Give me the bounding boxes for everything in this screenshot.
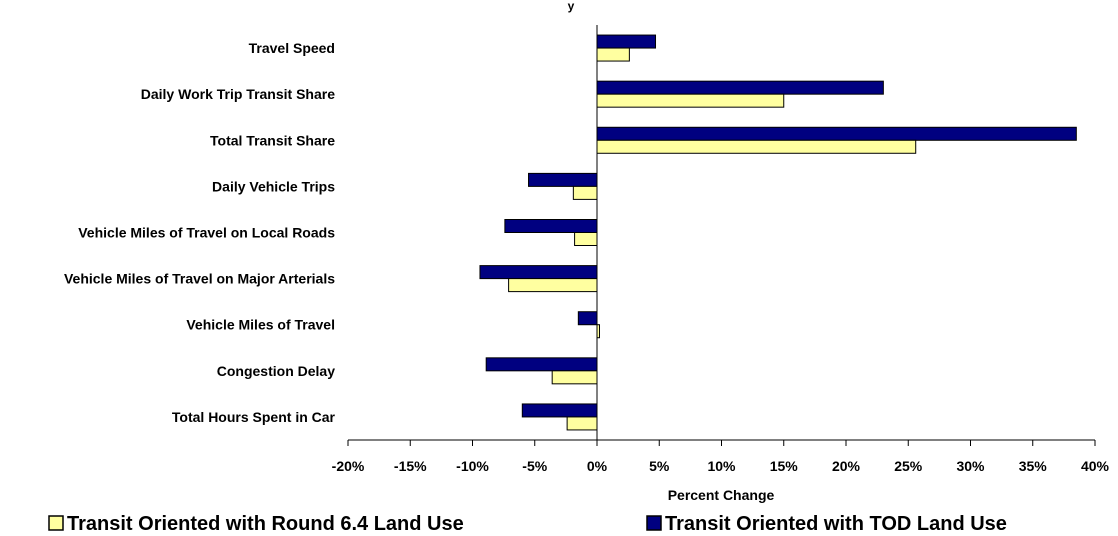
bar-tod-1 <box>596 80 884 95</box>
category-label: Vehicle Miles of Travel on Major Arteria… <box>64 271 335 287</box>
category-label: Vehicle Miles of Travel <box>186 317 335 333</box>
x-tick-label: 30% <box>956 458 985 474</box>
legend-label-tod: Transit Oriented with TOD Land Use <box>665 513 1007 535</box>
legend-swatch-tod <box>646 515 662 531</box>
category-label: Daily Work Trip Transit Share <box>141 86 335 102</box>
bar-tod-3 <box>528 172 598 187</box>
x-tick-label: 25% <box>894 458 923 474</box>
legend-swatch-round64 <box>48 515 64 531</box>
x-tick-label: -5% <box>522 458 547 474</box>
category-labels: Travel Speed Daily Work Trip Transit Shar… <box>64 40 336 425</box>
bar-round64-0 <box>596 47 630 62</box>
x-tick-label: 20% <box>832 458 861 474</box>
bar-tod-0 <box>596 34 657 49</box>
bar-round64-2 <box>596 139 917 154</box>
legend-item-tod: Transit Oriented with TOD Land Use <box>646 513 1007 535</box>
bar-tod-5 <box>479 265 598 280</box>
category-label: Daily Vehicle Trips <box>212 178 335 194</box>
x-tick-label: 15% <box>770 458 799 474</box>
legend-item-round64: Transit Oriented with Round 6.4 Land Use <box>48 513 464 535</box>
category-label: Vehicle Miles of Travel on Local Roads <box>78 225 335 241</box>
category-label: Total Transit Share <box>210 132 335 148</box>
plot-area <box>479 34 1077 431</box>
bar-round64-5 <box>508 278 598 293</box>
bar-round64-4 <box>574 232 598 246</box>
x-tick-label: -10% <box>456 458 489 474</box>
legend: Transit Oriented with Round 6.4 Land Use… <box>48 513 1007 535</box>
bar-round64-7 <box>551 370 598 385</box>
x-axis: -20% -15% -10% -5% 0% 5% 10% 15% 20% 25% 30% 35% 40% <box>332 25 1110 474</box>
bar-round64-3 <box>572 185 598 200</box>
category-label: Travel Speed <box>249 40 335 56</box>
x-tick-label: 5% <box>649 458 670 474</box>
legend-label-round64: Transit Oriented with Round 6.4 Land Use <box>67 513 464 535</box>
x-tick-label: 35% <box>1019 458 1048 474</box>
bar-tod-4 <box>504 219 598 233</box>
bar-round64-8 <box>566 416 598 431</box>
x-tick-label: 40% <box>1081 458 1110 474</box>
x-tick-label: -20% <box>332 458 365 474</box>
category-label: Total Hours Spent in Car <box>172 409 336 425</box>
bar-tod-6 <box>577 311 598 326</box>
x-tick-label: 0% <box>587 458 608 474</box>
x-tick-label: 10% <box>707 458 736 474</box>
category-label: Congestion Delay <box>217 363 335 379</box>
bar-tod-8 <box>521 403 598 418</box>
top-mark: y <box>568 0 575 13</box>
bar-tod-7 <box>485 357 598 372</box>
x-tick-label: -15% <box>394 458 427 474</box>
x-axis-title: Percent Change <box>668 487 775 503</box>
bar-tod-2 <box>596 126 1077 141</box>
bar-round64-1 <box>596 93 785 108</box>
